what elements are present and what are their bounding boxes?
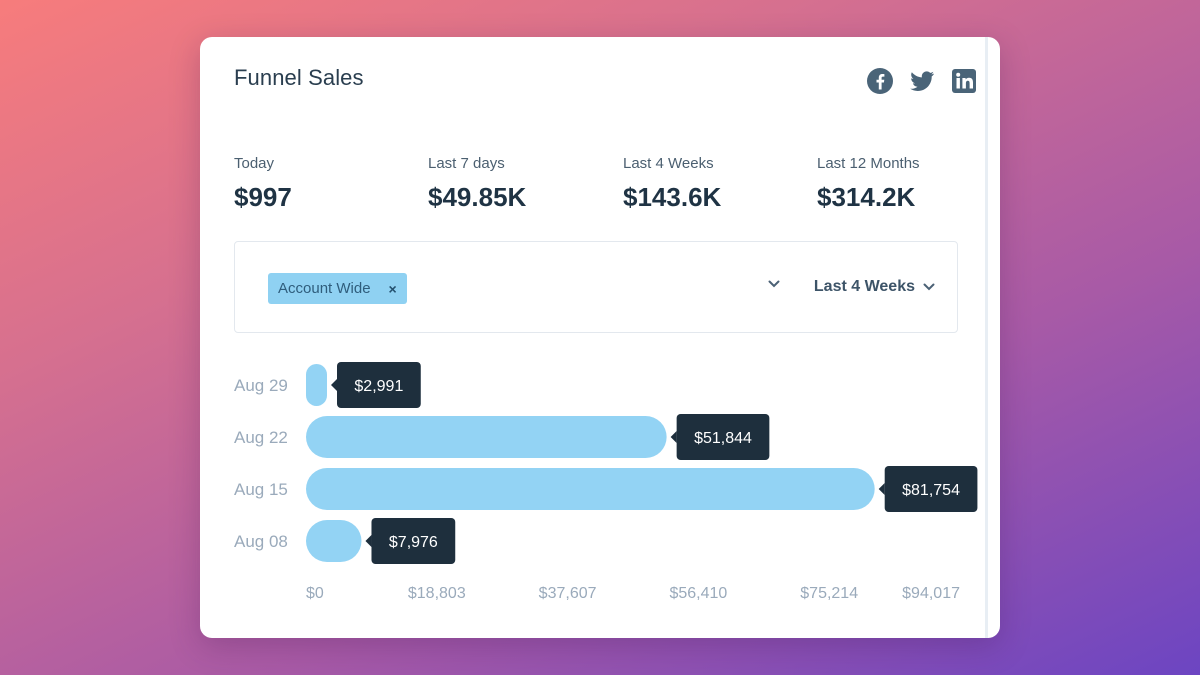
- x-tick-label: $94,017: [902, 585, 960, 602]
- stat-today: Today $997: [234, 155, 292, 213]
- data-label: $81,754: [902, 482, 960, 499]
- x-tick-label: $18,803: [408, 585, 466, 602]
- x-tick-label: $0: [306, 585, 324, 602]
- category-label: Aug 15: [234, 480, 288, 499]
- data-label-box: [337, 362, 421, 408]
- chip-remove-icon[interactable]: ×: [388, 280, 397, 297]
- stat-value: $314.2K: [817, 182, 916, 212]
- account-filter-chip[interactable]: Account Wide ×: [268, 273, 407, 304]
- stat-last-7-days: Last 7 days $49.85K: [428, 155, 526, 213]
- data-label-box: [371, 518, 456, 564]
- stat-last-4-weeks: Last 4 Weeks $143.6K: [623, 155, 721, 213]
- funnel-bar-chart: Aug 29 $2,991 Aug 22 $51,844 Aug 15 $81,754 Au…: [234, 362, 978, 602]
- x-tick-label: $37,607: [539, 585, 597, 602]
- date-range-label: Last 4 Weeks: [813, 278, 915, 295]
- x-tick-label: $56,410: [669, 585, 727, 602]
- card-title: Funnel Sales: [234, 65, 364, 90]
- stat-value: $997: [234, 182, 292, 212]
- linkedin-icon[interactable]: [950, 67, 978, 95]
- chip-label: Account Wide: [278, 280, 371, 297]
- stat-label: Last 7 days: [428, 155, 505, 172]
- facebook-icon[interactable]: [866, 67, 894, 95]
- category-label: Aug 29: [234, 376, 288, 395]
- stat-value: $49.85K: [428, 182, 527, 212]
- data-label-pointer: [878, 483, 885, 495]
- bar: [306, 468, 875, 510]
- data-label: $7,976: [389, 534, 438, 551]
- filter-panel: Account Wide × Last 4 Weeks: [234, 241, 958, 333]
- stat-label: Today: [234, 155, 275, 172]
- bar: [306, 364, 327, 406]
- funnel-sales-card: Funnel Sales Today $997 Last 7 days $49.…: [200, 37, 1000, 638]
- x-tick-label: $75,214: [800, 585, 858, 602]
- stat-label: Last 12 Months: [817, 155, 920, 172]
- stat-value: $143.6K: [623, 182, 722, 212]
- data-label-pointer: [365, 535, 372, 547]
- category-label: Aug 08: [234, 532, 288, 551]
- data-label-box: [884, 466, 978, 512]
- data-label-pointer: [670, 431, 677, 443]
- bar: [306, 416, 667, 458]
- data-label-pointer: [331, 379, 337, 391]
- chevron-down-icon: [923, 283, 935, 291]
- data-label-box: [676, 414, 770, 460]
- data-label: $2,991: [354, 378, 403, 395]
- category-label: Aug 22: [234, 428, 288, 447]
- bar: [306, 520, 362, 562]
- twitter-icon[interactable]: [908, 67, 936, 95]
- date-range-select[interactable]: Last 4 Weeks: [814, 278, 935, 296]
- data-label: $51,844: [694, 430, 752, 447]
- social-share-bar: [866, 67, 978, 95]
- stat-last-12-months: Last 12 Months $314.2K: [817, 155, 920, 213]
- stat-label: Last 4 Weeks: [623, 155, 714, 172]
- filter-dropdown-chevron-icon[interactable]: [768, 280, 780, 288]
